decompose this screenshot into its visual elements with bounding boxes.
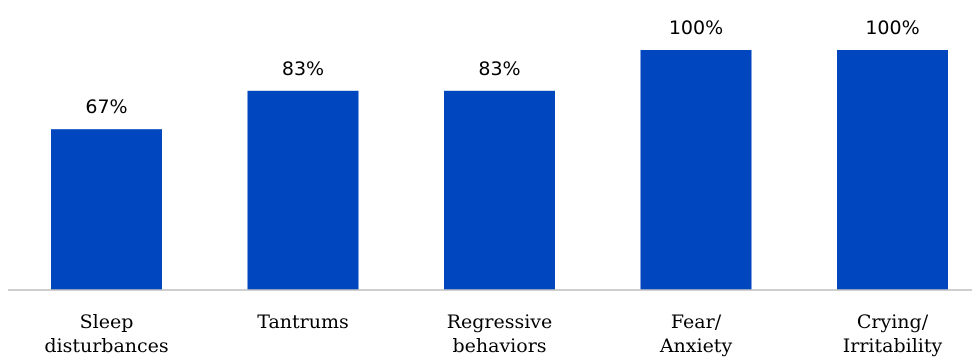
x-tick-label-line: Anxiety bbox=[659, 335, 733, 357]
data-label: 83% bbox=[282, 58, 324, 80]
x-tick-label-line: behaviors bbox=[452, 335, 546, 357]
data-label: 67% bbox=[85, 96, 127, 118]
x-tick-label-line: Crying/ bbox=[857, 311, 929, 333]
x-tick-label-line: disturbances bbox=[44, 335, 168, 357]
bar bbox=[247, 90, 359, 290]
x-tick-labels-group: Sleep disturbances Tantrums Regressive behav… bbox=[44, 311, 942, 357]
x-tick-label-line: Sleep bbox=[80, 311, 134, 333]
data-labels-group: 67% 83% 83% 100% 100% bbox=[85, 17, 919, 118]
x-tick-label: Regressive behaviors bbox=[447, 311, 553, 357]
x-tick-label-line: Irritability bbox=[843, 335, 943, 357]
data-label: 83% bbox=[478, 58, 520, 80]
x-tick-label-line: Tantrums bbox=[257, 311, 348, 333]
bar bbox=[51, 129, 162, 290]
bar bbox=[444, 90, 555, 290]
x-tick-label-line: Fear/ bbox=[671, 311, 722, 333]
x-tick-label: Sleep disturbances bbox=[44, 311, 168, 357]
x-tick-label-line: Regressive bbox=[447, 311, 553, 333]
bar bbox=[837, 50, 948, 290]
x-tick-label: Tantrums bbox=[257, 311, 348, 333]
data-label: 100% bbox=[669, 17, 723, 39]
bar bbox=[640, 50, 752, 290]
x-tick-label: Fear/Anxiety bbox=[659, 311, 733, 357]
bars-group bbox=[51, 50, 948, 290]
data-label: 100% bbox=[865, 17, 919, 39]
x-tick-label: Crying/Irritability bbox=[843, 311, 943, 357]
